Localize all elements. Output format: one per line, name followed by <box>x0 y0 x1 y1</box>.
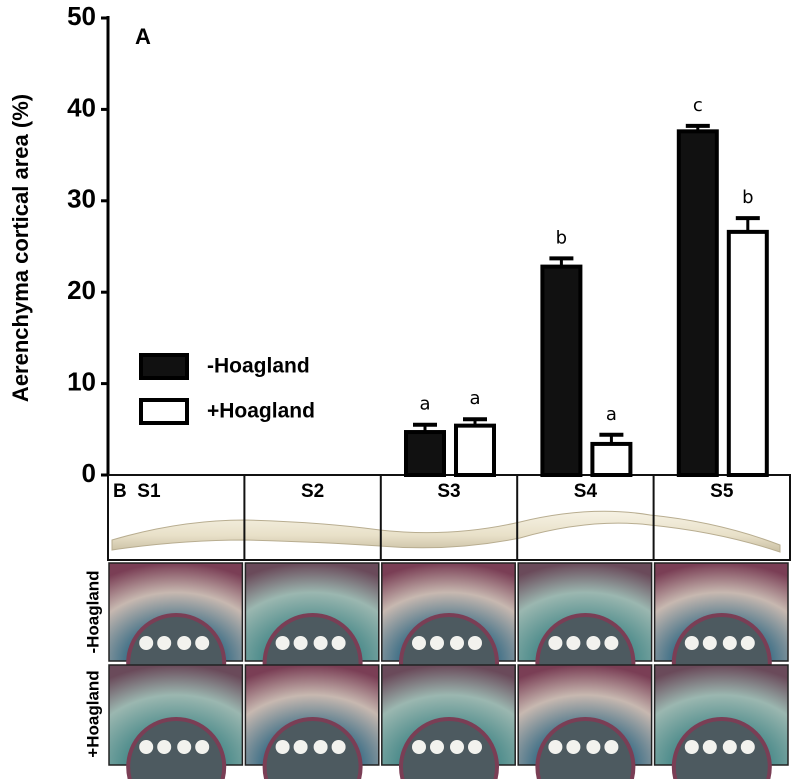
legend-label: +Hoagland <box>207 400 315 423</box>
category-label: S5 <box>710 481 734 502</box>
vessel <box>139 740 154 754</box>
vessel <box>313 636 328 650</box>
vessel <box>586 740 601 754</box>
y-tick-label: 0 <box>82 458 96 488</box>
root-photo <box>111 510 781 553</box>
y-axis-label: Aerenchyma cortical area (%) <box>8 94 33 402</box>
category-label: S3 <box>437 481 460 502</box>
stele <box>671 717 772 779</box>
row-label: -Hoagland <box>83 570 102 653</box>
vessel <box>195 636 210 650</box>
category-label: S4 <box>574 481 598 502</box>
vessel <box>604 636 619 650</box>
vessel <box>450 636 464 650</box>
bar <box>726 229 769 477</box>
vessel <box>450 740 464 754</box>
vessel <box>722 636 737 650</box>
vessel <box>331 740 346 754</box>
panel-label: A <box>135 24 151 49</box>
vessel <box>412 636 426 650</box>
vessel <box>293 740 308 754</box>
vessel <box>430 740 444 754</box>
vessel <box>313 740 328 754</box>
y-tick-label: 30 <box>67 184 96 214</box>
vessel <box>157 636 172 650</box>
vessel <box>684 740 699 754</box>
vessel <box>293 636 308 650</box>
bar <box>454 423 496 478</box>
vessel <box>548 636 563 650</box>
stele <box>535 717 636 779</box>
stele <box>262 717 363 779</box>
vessel <box>702 636 717 650</box>
vessel <box>566 636 581 650</box>
significance-letter: a <box>419 394 430 415</box>
bar <box>404 430 446 477</box>
vessel <box>468 636 482 650</box>
vessel <box>275 636 290 650</box>
panel-b-border <box>107 474 791 561</box>
stele <box>399 717 499 779</box>
vessel <box>195 740 210 754</box>
y-tick-label: 50 <box>67 1 96 31</box>
category-label: S2 <box>301 481 324 502</box>
vessel <box>412 740 426 754</box>
legend-swatch <box>139 398 189 425</box>
vessel <box>586 636 601 650</box>
vessel <box>275 740 290 754</box>
significance-letter: b <box>742 187 753 208</box>
y-tick-label: 40 <box>67 92 96 122</box>
y-tick-label: 10 <box>67 366 96 396</box>
vessel <box>468 740 482 754</box>
y-tick-label: 20 <box>67 275 96 305</box>
vessel <box>702 740 717 754</box>
bar <box>540 264 583 477</box>
vessel <box>566 740 581 754</box>
bar <box>676 129 719 477</box>
significance-letter: c <box>693 95 703 116</box>
vessel <box>604 740 619 754</box>
panel-label: B <box>113 481 127 502</box>
vessel <box>548 740 563 754</box>
vessel <box>139 636 154 650</box>
vessel <box>684 636 699 650</box>
legend-label: -Hoagland <box>207 355 310 378</box>
vessel <box>740 740 755 754</box>
bar <box>590 441 633 478</box>
vessel <box>157 740 172 754</box>
significance-letter: a <box>469 388 480 409</box>
vessel <box>740 636 755 650</box>
legend-swatch <box>139 353 189 380</box>
vessel <box>331 636 346 650</box>
vessel <box>177 636 192 650</box>
vessel <box>430 636 444 650</box>
stele <box>126 717 227 779</box>
vessel <box>722 740 737 754</box>
significance-letter: a <box>606 404 617 425</box>
row-label: +Hoagland <box>83 670 102 757</box>
category-label: S1 <box>137 481 161 502</box>
significance-letter: b <box>556 227 567 248</box>
vessel <box>177 740 192 754</box>
